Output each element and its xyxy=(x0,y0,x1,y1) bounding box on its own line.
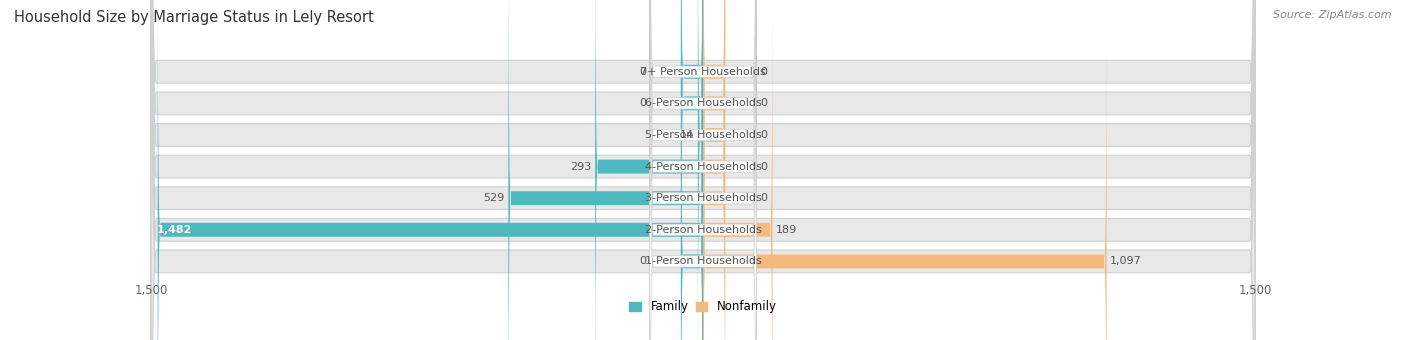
FancyBboxPatch shape xyxy=(650,0,756,340)
FancyBboxPatch shape xyxy=(150,0,1256,340)
FancyBboxPatch shape xyxy=(703,16,1107,340)
FancyBboxPatch shape xyxy=(650,0,756,340)
Text: 0: 0 xyxy=(761,162,768,172)
FancyBboxPatch shape xyxy=(681,16,703,340)
FancyBboxPatch shape xyxy=(681,0,703,340)
Text: 2-Person Households: 2-Person Households xyxy=(644,225,762,235)
FancyBboxPatch shape xyxy=(509,0,703,340)
FancyBboxPatch shape xyxy=(595,0,703,340)
FancyBboxPatch shape xyxy=(157,0,703,340)
Text: 0: 0 xyxy=(761,130,768,140)
Text: 1,097: 1,097 xyxy=(1111,256,1142,267)
FancyBboxPatch shape xyxy=(150,0,1256,340)
Text: 6-Person Households: 6-Person Households xyxy=(644,98,762,108)
FancyBboxPatch shape xyxy=(650,0,756,340)
Text: 0: 0 xyxy=(761,98,768,108)
FancyBboxPatch shape xyxy=(650,0,756,340)
FancyBboxPatch shape xyxy=(150,0,1256,340)
Text: 293: 293 xyxy=(571,162,592,172)
FancyBboxPatch shape xyxy=(703,0,725,340)
FancyBboxPatch shape xyxy=(703,0,725,340)
FancyBboxPatch shape xyxy=(150,0,1256,340)
Text: 14: 14 xyxy=(681,130,695,140)
Text: 529: 529 xyxy=(484,193,505,203)
Text: 4-Person Households: 4-Person Households xyxy=(644,162,762,172)
Text: 0: 0 xyxy=(761,193,768,203)
Text: 1,482: 1,482 xyxy=(156,225,193,235)
Text: Household Size by Marriage Status in Lely Resort: Household Size by Marriage Status in Lel… xyxy=(14,10,374,25)
FancyBboxPatch shape xyxy=(650,0,756,340)
FancyBboxPatch shape xyxy=(150,0,1256,340)
FancyBboxPatch shape xyxy=(650,0,756,340)
Text: 0: 0 xyxy=(761,67,768,77)
FancyBboxPatch shape xyxy=(697,0,703,340)
Text: 0: 0 xyxy=(638,98,645,108)
FancyBboxPatch shape xyxy=(681,0,703,318)
Text: 5-Person Households: 5-Person Households xyxy=(644,130,762,140)
Text: 7+ Person Households: 7+ Person Households xyxy=(640,67,766,77)
Text: Source: ZipAtlas.com: Source: ZipAtlas.com xyxy=(1274,10,1392,20)
FancyBboxPatch shape xyxy=(703,0,725,318)
FancyBboxPatch shape xyxy=(703,0,725,340)
FancyBboxPatch shape xyxy=(703,0,725,340)
Text: 0: 0 xyxy=(638,256,645,267)
FancyBboxPatch shape xyxy=(650,0,756,340)
Text: 0: 0 xyxy=(638,67,645,77)
Text: 189: 189 xyxy=(776,225,797,235)
FancyBboxPatch shape xyxy=(150,0,1256,340)
Legend: Family, Nonfamily: Family, Nonfamily xyxy=(630,300,776,313)
FancyBboxPatch shape xyxy=(703,0,772,340)
FancyBboxPatch shape xyxy=(150,0,1256,340)
Text: 1-Person Households: 1-Person Households xyxy=(644,256,762,267)
Text: 3-Person Households: 3-Person Households xyxy=(644,193,762,203)
